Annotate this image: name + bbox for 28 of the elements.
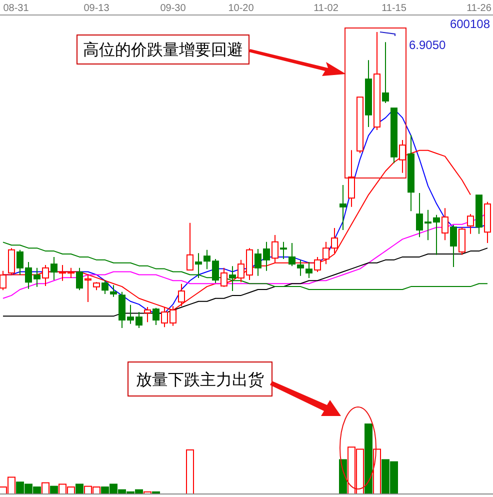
candlestick bbox=[408, 134, 414, 212]
x-tick-label: 11-02 bbox=[314, 3, 339, 14]
candlestick bbox=[340, 184, 346, 231]
candlestick bbox=[365, 60, 372, 128]
text: 放量下跌主力出货 bbox=[136, 371, 264, 389]
x-tick-label: 11-15 bbox=[382, 3, 407, 14]
annotation: 高位的价跌量增要回避 bbox=[83, 41, 243, 59]
bar bbox=[373, 448, 381, 494]
x-tick-label: 09-13 bbox=[84, 3, 110, 14]
candlestick bbox=[272, 234, 278, 264]
bar bbox=[339, 459, 347, 494]
candlestick bbox=[297, 259, 304, 276]
bar bbox=[76, 484, 84, 494]
x-tick-label: 11-26 bbox=[466, 3, 492, 14]
chart-subtitle: 600108 bbox=[450, 17, 490, 31]
x-tick-label: 10-20 bbox=[228, 3, 254, 14]
bar bbox=[186, 449, 194, 494]
candlestick bbox=[348, 150, 355, 208]
x-tick-label: 08-31 bbox=[3, 3, 30, 14]
x-tick-label: 09-30 bbox=[160, 3, 186, 14]
candlestick bbox=[195, 252, 202, 278]
bar bbox=[42, 482, 50, 494]
bar bbox=[364, 424, 372, 494]
candlestick bbox=[442, 208, 448, 241]
annotation: 6.9050 bbox=[409, 38, 446, 52]
candlestick bbox=[306, 261, 312, 278]
candlestick bbox=[84, 274, 92, 302]
candlestick bbox=[50, 256, 58, 281]
